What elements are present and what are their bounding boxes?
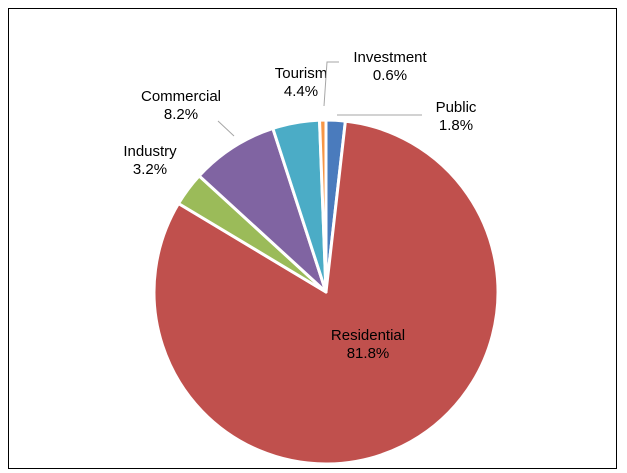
data-label-industry-name: Industry [123, 143, 177, 160]
data-label-investment-value: 0.6% [373, 67, 407, 84]
data-label-residential-value: 81.8% [347, 345, 390, 362]
leader-line-investment [323, 61, 339, 107]
data-label-investment-name: Investment [353, 49, 427, 66]
data-label-tourism-value: 4.4% [284, 83, 318, 100]
data-label-public-name: Public [436, 99, 477, 116]
data-label-public-value: 1.8% [439, 117, 473, 134]
pie-slice-investment [318, 118, 328, 294]
pie-slice-commercial [197, 126, 328, 294]
data-label-commercial-value: 8.2% [164, 106, 198, 123]
data-label-industry-value: 3.2% [133, 161, 167, 178]
data-label-tourism-name: Tourism [275, 65, 328, 82]
leader-line-commercial [217, 120, 235, 137]
data-label-commercial-name: Commercial [141, 88, 221, 105]
data-label-residential-name: Residential [331, 327, 405, 344]
